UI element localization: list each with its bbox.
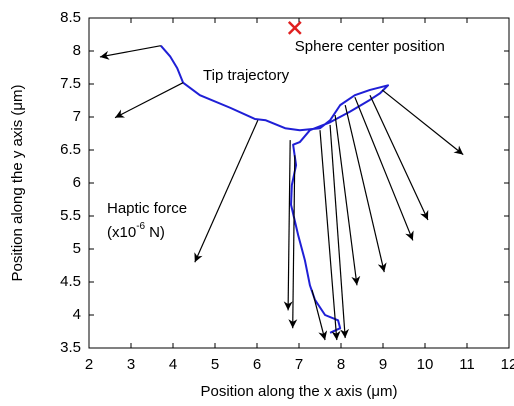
x-tick-label: 6 [253, 356, 261, 373]
force-arrow [288, 155, 298, 329]
sphere-label: Sphere center position [295, 38, 445, 55]
force-unit: (x10-6 N) [107, 221, 165, 241]
y-tick-label: 4 [73, 306, 81, 323]
x-tick-label: 12 [501, 356, 514, 373]
x-tick-label: 8 [337, 356, 345, 373]
y-tick-label: 3.5 [60, 339, 81, 356]
force-arrow [311, 289, 328, 341]
trajectory-label: Tip trajectory [203, 67, 290, 84]
x-axis-title: Position along the x axis (μm) [200, 383, 397, 400]
plot-frame [88, 17, 510, 349]
y-tick-label: 7.5 [60, 75, 81, 92]
y-tick-label: 8.5 [60, 9, 81, 26]
unit-post: N) [149, 224, 165, 241]
y-tick-label: 5.5 [60, 207, 81, 224]
y-tick-label: 4.5 [60, 273, 81, 290]
force-arrow [369, 94, 429, 221]
force-arrow [319, 130, 341, 341]
x-tick-label: 4 [169, 356, 177, 373]
y-tick-label: 7 [73, 108, 81, 125]
y-tick-label: 6 [73, 174, 81, 191]
force-arrow [381, 89, 464, 156]
y-tick-label: 8 [73, 42, 81, 59]
unit-exp: -6 [136, 221, 145, 232]
x-tick-label: 5 [211, 356, 219, 373]
x-tick-label: 10 [417, 356, 434, 373]
force-arrow [329, 124, 350, 339]
y-tick-label: 6.5 [60, 141, 81, 158]
unit-pre: (x10 [107, 224, 136, 241]
force-arrow [194, 120, 259, 263]
force-arrow [354, 96, 414, 241]
sphere-marker [287, 21, 302, 35]
force-arrow [99, 45, 161, 60]
x-tick-label: 11 [459, 356, 475, 373]
y-tick-label: 5 [73, 240, 81, 257]
y-axis-title: Position along the y axis (μm) [9, 84, 26, 281]
force-label: Haptic force [107, 200, 187, 217]
x-tick-label: 2 [85, 356, 93, 373]
x-tick-label: 9 [379, 356, 387, 373]
force-arrow [334, 114, 361, 286]
x-tick-label: 7 [295, 356, 303, 373]
x-tick-label: 3 [127, 356, 135, 373]
force-arrow [344, 104, 387, 273]
trajectory-line [160, 45, 390, 334]
force-arrow [114, 82, 184, 119]
force-arrow [283, 140, 293, 311]
